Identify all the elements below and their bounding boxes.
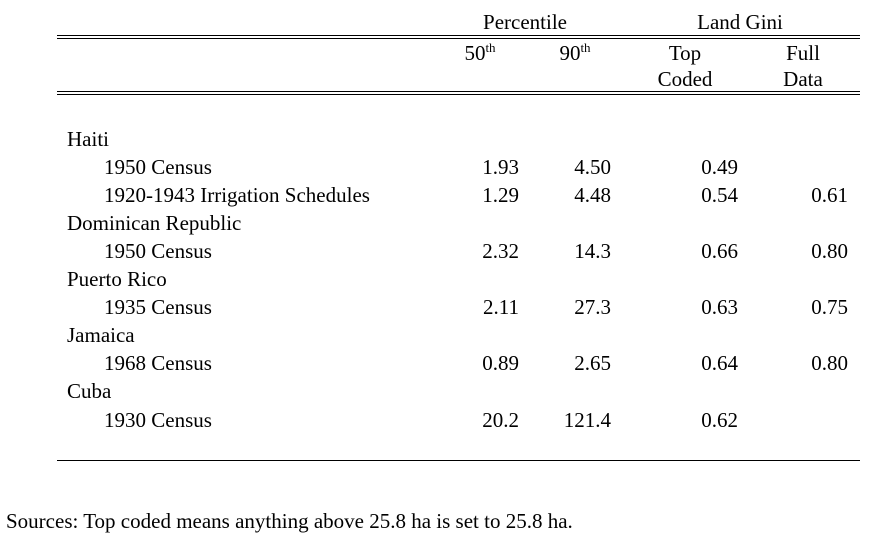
cell-gini-full: 0.80 — [811, 351, 848, 375]
country-dominican-republic: Dominican Republic — [67, 211, 242, 235]
country-cuba: Cuba — [67, 379, 112, 403]
cell-gini-top: 0.64 — [701, 351, 738, 375]
cell-p50: 0.89 — [482, 351, 519, 375]
cell-p50: 1.29 — [482, 183, 519, 207]
col-header-full-data-line2: Data — [783, 67, 823, 91]
col-header-full-data-line1: Full — [786, 41, 820, 65]
row-label: 1950 Census — [104, 155, 212, 179]
country-jamaica: Jamaica — [67, 323, 135, 347]
country-haiti: Haiti — [67, 127, 109, 151]
cell-p50: 20.2 — [482, 408, 519, 432]
row-label: 1920-1943 Irrigation Schedules — [104, 183, 370, 207]
col-header-top-coded-line2: Coded — [657, 67, 713, 91]
bottom-rule — [57, 460, 860, 461]
cell-p90: 4.48 — [574, 183, 611, 207]
cell-p90: 4.50 — [574, 155, 611, 179]
cell-p90: 121.4 — [563, 408, 611, 432]
cell-gini-top: 0.49 — [701, 155, 738, 179]
top-rule-2 — [57, 38, 860, 39]
row-label: 1950 Census — [104, 239, 212, 263]
cell-p90: 27.3 — [574, 295, 611, 319]
cell-gini-full: 0.80 — [811, 239, 848, 263]
col-header-50th: 50th — [464, 40, 496, 65]
header-land-gini: Land Gini — [697, 10, 783, 34]
header-percentile: Percentile — [483, 10, 567, 34]
cell-gini-full: 0.75 — [811, 295, 848, 319]
col-header-top-coded-line1: Top — [668, 41, 702, 65]
cell-p50: 2.32 — [482, 239, 519, 263]
cell-p50: 1.93 — [482, 155, 519, 179]
cell-p50: 2.11 — [483, 295, 519, 319]
cell-p90: 2.65 — [574, 351, 611, 375]
top-rule-1 — [57, 35, 860, 36]
row-label: 1968 Census — [104, 351, 212, 375]
col-header-90th: 90th — [559, 40, 591, 65]
cell-gini-top: 0.63 — [701, 295, 738, 319]
row-label: 1930 Census — [104, 408, 212, 432]
row-label: 1935 Census — [104, 295, 212, 319]
country-puerto-rico: Puerto Rico — [67, 267, 167, 291]
cell-gini-full: 0.61 — [811, 183, 848, 207]
cell-p90: 14.3 — [574, 239, 611, 263]
cell-gini-top: 0.54 — [701, 183, 738, 207]
header-rule-1 — [57, 91, 860, 92]
cell-gini-top: 0.66 — [701, 239, 738, 263]
cell-gini-top: 0.62 — [701, 408, 738, 432]
footnote: Sources: Top coded means anything above … — [6, 509, 573, 533]
header-rule-2 — [57, 94, 860, 95]
